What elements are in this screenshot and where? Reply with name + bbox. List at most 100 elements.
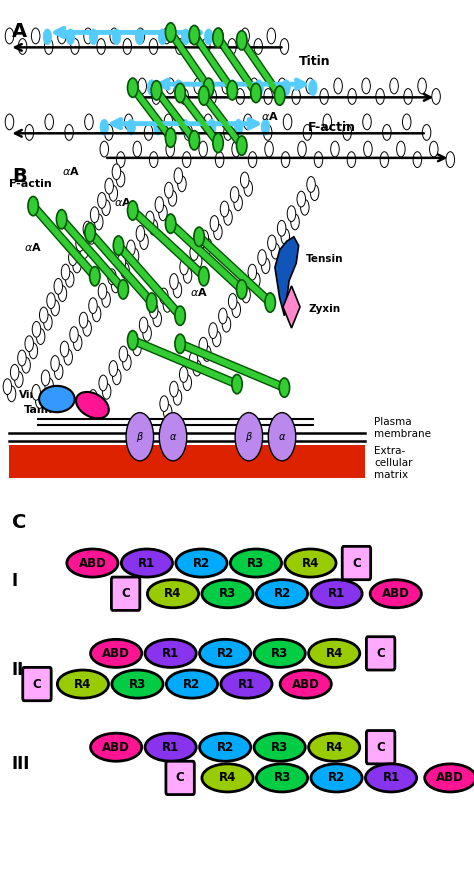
Circle shape bbox=[234, 119, 243, 135]
Circle shape bbox=[18, 350, 26, 366]
Circle shape bbox=[178, 176, 186, 192]
Circle shape bbox=[251, 83, 261, 103]
Circle shape bbox=[71, 39, 79, 54]
Text: $\beta$: $\beta$ bbox=[245, 430, 253, 444]
Circle shape bbox=[264, 125, 272, 140]
Text: R4: R4 bbox=[326, 741, 343, 753]
Circle shape bbox=[143, 325, 151, 341]
Circle shape bbox=[181, 119, 189, 135]
Text: R4: R4 bbox=[74, 678, 91, 690]
Text: ABD: ABD bbox=[292, 678, 319, 690]
Circle shape bbox=[364, 141, 372, 157]
Text: F-actin: F-actin bbox=[9, 179, 52, 189]
Circle shape bbox=[240, 172, 249, 188]
Circle shape bbox=[153, 311, 162, 327]
Circle shape bbox=[228, 80, 237, 96]
Text: R1: R1 bbox=[383, 772, 400, 784]
Circle shape bbox=[98, 193, 106, 209]
Circle shape bbox=[174, 168, 182, 183]
Circle shape bbox=[149, 152, 158, 168]
Circle shape bbox=[173, 282, 182, 297]
Ellipse shape bbox=[121, 549, 173, 577]
Circle shape bbox=[264, 89, 273, 104]
Circle shape bbox=[22, 357, 30, 373]
Text: R4: R4 bbox=[164, 588, 182, 600]
Circle shape bbox=[201, 80, 210, 96]
Circle shape bbox=[210, 216, 219, 232]
Circle shape bbox=[189, 131, 200, 150]
Circle shape bbox=[25, 336, 34, 352]
Circle shape bbox=[92, 306, 101, 322]
Circle shape bbox=[91, 207, 99, 223]
Circle shape bbox=[390, 78, 398, 94]
Circle shape bbox=[79, 312, 88, 328]
Circle shape bbox=[36, 329, 45, 345]
Ellipse shape bbox=[230, 549, 282, 577]
Ellipse shape bbox=[268, 412, 296, 461]
FancyBboxPatch shape bbox=[23, 667, 51, 701]
Ellipse shape bbox=[365, 764, 417, 792]
Circle shape bbox=[116, 171, 125, 187]
Circle shape bbox=[277, 220, 286, 236]
Circle shape bbox=[149, 219, 158, 235]
Circle shape bbox=[36, 393, 44, 409]
Circle shape bbox=[85, 114, 93, 130]
Circle shape bbox=[347, 152, 356, 168]
Circle shape bbox=[18, 39, 27, 54]
Circle shape bbox=[201, 39, 210, 54]
Circle shape bbox=[334, 78, 342, 94]
Circle shape bbox=[121, 262, 129, 278]
Circle shape bbox=[230, 187, 239, 203]
Circle shape bbox=[173, 389, 182, 405]
FancyBboxPatch shape bbox=[342, 546, 371, 580]
Ellipse shape bbox=[57, 670, 109, 698]
Circle shape bbox=[278, 78, 286, 94]
Circle shape bbox=[128, 331, 138, 350]
Circle shape bbox=[292, 89, 301, 104]
Circle shape bbox=[57, 28, 66, 44]
Text: R3: R3 bbox=[219, 588, 236, 600]
Ellipse shape bbox=[147, 580, 199, 608]
Circle shape bbox=[133, 141, 142, 157]
Circle shape bbox=[10, 365, 19, 381]
Circle shape bbox=[32, 384, 40, 400]
Text: C: C bbox=[33, 678, 41, 690]
Text: R1: R1 bbox=[162, 741, 179, 753]
Text: C: C bbox=[12, 513, 26, 532]
Circle shape bbox=[89, 298, 97, 314]
Circle shape bbox=[310, 185, 319, 201]
Circle shape bbox=[99, 375, 108, 391]
Ellipse shape bbox=[202, 764, 253, 792]
Circle shape bbox=[193, 253, 202, 268]
Text: Tensin: Tensin bbox=[306, 253, 343, 264]
Circle shape bbox=[227, 81, 237, 100]
Circle shape bbox=[199, 86, 209, 105]
Circle shape bbox=[29, 343, 37, 359]
Text: R1: R1 bbox=[328, 588, 345, 600]
Circle shape bbox=[202, 346, 211, 361]
Circle shape bbox=[135, 29, 144, 45]
Ellipse shape bbox=[425, 764, 474, 792]
Text: C: C bbox=[376, 647, 385, 660]
Circle shape bbox=[166, 141, 174, 157]
Circle shape bbox=[189, 28, 197, 44]
Circle shape bbox=[429, 141, 438, 157]
Circle shape bbox=[83, 221, 91, 237]
Text: R1: R1 bbox=[162, 647, 179, 660]
Circle shape bbox=[291, 214, 299, 230]
Circle shape bbox=[160, 396, 168, 411]
Ellipse shape bbox=[254, 733, 305, 761]
Ellipse shape bbox=[370, 580, 421, 608]
Text: Talin: Talin bbox=[24, 405, 53, 416]
Circle shape bbox=[47, 293, 55, 309]
Ellipse shape bbox=[76, 392, 109, 418]
Ellipse shape bbox=[91, 733, 142, 761]
Circle shape bbox=[51, 300, 59, 316]
Circle shape bbox=[208, 89, 217, 104]
Circle shape bbox=[7, 386, 16, 402]
Text: $\alpha$A: $\alpha$A bbox=[24, 241, 42, 253]
Circle shape bbox=[5, 114, 14, 130]
Circle shape bbox=[303, 125, 312, 140]
Polygon shape bbox=[275, 237, 299, 316]
Circle shape bbox=[241, 28, 249, 44]
